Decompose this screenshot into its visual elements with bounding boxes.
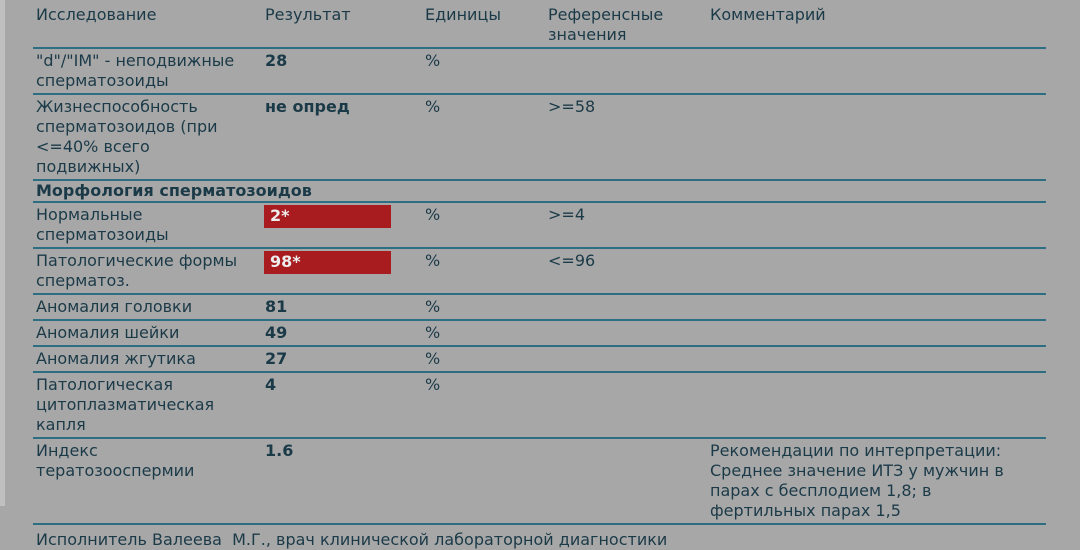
result-row: Аномалия жгутика 27% bbox=[33, 346, 1046, 373]
column-header-name: Исследование bbox=[33, 0, 265, 49]
result-row: "d"/"IM" - неподвижные сперматозоиды 28% bbox=[33, 48, 1046, 95]
test-name-cell: Жизнеспособность сперматозоидов (при <=4… bbox=[33, 94, 265, 181]
reference-cell bbox=[548, 346, 710, 373]
result-row: Жизнеспособность сперматозоидов (при <=4… bbox=[33, 94, 1046, 181]
result-cell: 4 bbox=[265, 372, 425, 439]
reference-cell: <=96 bbox=[548, 248, 710, 295]
abnormal-result-value: 2* bbox=[264, 205, 391, 228]
reference-cell bbox=[548, 320, 710, 347]
column-header-result: Результат bbox=[265, 0, 425, 49]
result-value: 1.6 bbox=[265, 441, 294, 460]
test-name-cell: Индекс тератозооспермии bbox=[33, 438, 265, 525]
units-cell: % bbox=[425, 248, 548, 295]
result-cell: 98* bbox=[264, 248, 425, 295]
units-cell: % bbox=[425, 202, 548, 249]
page-edge-strip bbox=[0, 0, 5, 506]
comment-cell bbox=[710, 346, 1046, 373]
result-cell: 27 bbox=[265, 346, 425, 373]
reference-cell bbox=[548, 372, 710, 439]
test-name-cell: Патологическая цитоплазматическая капля bbox=[33, 372, 265, 439]
result-row: Аномалия головки 81% bbox=[33, 294, 1046, 321]
result-cell: 28 bbox=[265, 48, 425, 95]
units-cell: % bbox=[425, 320, 548, 347]
result-row: Нормальные сперматозоиды 2*% >=4 bbox=[33, 202, 1046, 249]
result-row: Аномалия шейки 49% bbox=[33, 320, 1046, 347]
column-header-units: Единицы bbox=[425, 0, 548, 49]
result-value: 4 bbox=[265, 375, 277, 394]
lab-report: Исследование Результат Единицы Референсные … bbox=[33, 0, 1046, 550]
result-cell: 49 bbox=[265, 320, 425, 347]
test-name-cell: Нормальные сперматозоиды bbox=[33, 202, 265, 249]
table-header: Исследование Результат Единицы Референсные … bbox=[33, 0, 1046, 49]
reference-cell: >=4 bbox=[548, 202, 710, 249]
reference-cell bbox=[548, 438, 710, 525]
units-cell: % bbox=[425, 294, 548, 321]
result-value: 28 bbox=[265, 51, 288, 70]
units-cell: % bbox=[425, 48, 548, 95]
section-header-row: Морфология сперматозоидов bbox=[33, 180, 1046, 203]
executor-line: Исполнитель Валеева М.Г., врач клиническ… bbox=[36, 530, 668, 549]
units-cell bbox=[425, 438, 548, 525]
result-value: 27 bbox=[265, 349, 288, 368]
result-cell: 1.6 bbox=[265, 438, 425, 525]
result-row: Патологические формы сперматоз. 98*% <=96 bbox=[33, 248, 1046, 295]
result-cell: 2* bbox=[264, 202, 425, 249]
comment-cell bbox=[710, 294, 1046, 321]
header-row: Исследование Результат Единицы Референсные … bbox=[33, 0, 1046, 49]
reference-cell: >=58 bbox=[548, 94, 710, 181]
result-row: Индекс тератозооспермии 1.6 Рекомендации п… bbox=[33, 438, 1046, 525]
reference-cell bbox=[548, 48, 710, 95]
result-value: 49 bbox=[265, 323, 288, 342]
comment-cell bbox=[710, 94, 1046, 181]
test-name-cell: "d"/"IM" - неподвижные сперматозоиды bbox=[33, 48, 265, 95]
comment-cell bbox=[710, 320, 1046, 347]
comment-cell: Рекомендации по интерпретации: Среднее з… bbox=[710, 438, 1046, 525]
result-value: 81 bbox=[265, 297, 288, 316]
comment-cell bbox=[710, 48, 1046, 95]
test-name-cell: Аномалия головки bbox=[33, 294, 265, 321]
units-cell: % bbox=[425, 94, 548, 181]
section-title: Морфология сперматозоидов bbox=[33, 180, 1046, 203]
comment-cell bbox=[710, 202, 1046, 249]
result-cell: не опред bbox=[265, 94, 425, 181]
result-row: Патологическая цитоплазматическая капля 4… bbox=[33, 372, 1046, 439]
test-name-cell: Патологические формы сперматоз. bbox=[33, 248, 265, 295]
comment-cell bbox=[710, 248, 1046, 295]
comment-cell bbox=[710, 372, 1046, 439]
column-header-reference: Референсные значения bbox=[548, 0, 710, 49]
reference-cell bbox=[548, 294, 710, 321]
results-table: Исследование Результат Единицы Референсные … bbox=[33, 0, 1046, 525]
test-name-cell: Аномалия жгутика bbox=[33, 346, 265, 373]
units-cell: % bbox=[425, 372, 548, 439]
units-cell: % bbox=[425, 346, 548, 373]
column-header-comment: Комментарий bbox=[710, 0, 1046, 49]
test-name-cell: Аномалия шейки bbox=[33, 320, 265, 347]
result-value: не опред bbox=[265, 97, 350, 116]
result-cell: 81 bbox=[265, 294, 425, 321]
table-body: "d"/"IM" - неподвижные сперматозоиды 28% Ж… bbox=[33, 48, 1046, 525]
abnormal-result-value: 98* bbox=[264, 251, 391, 274]
